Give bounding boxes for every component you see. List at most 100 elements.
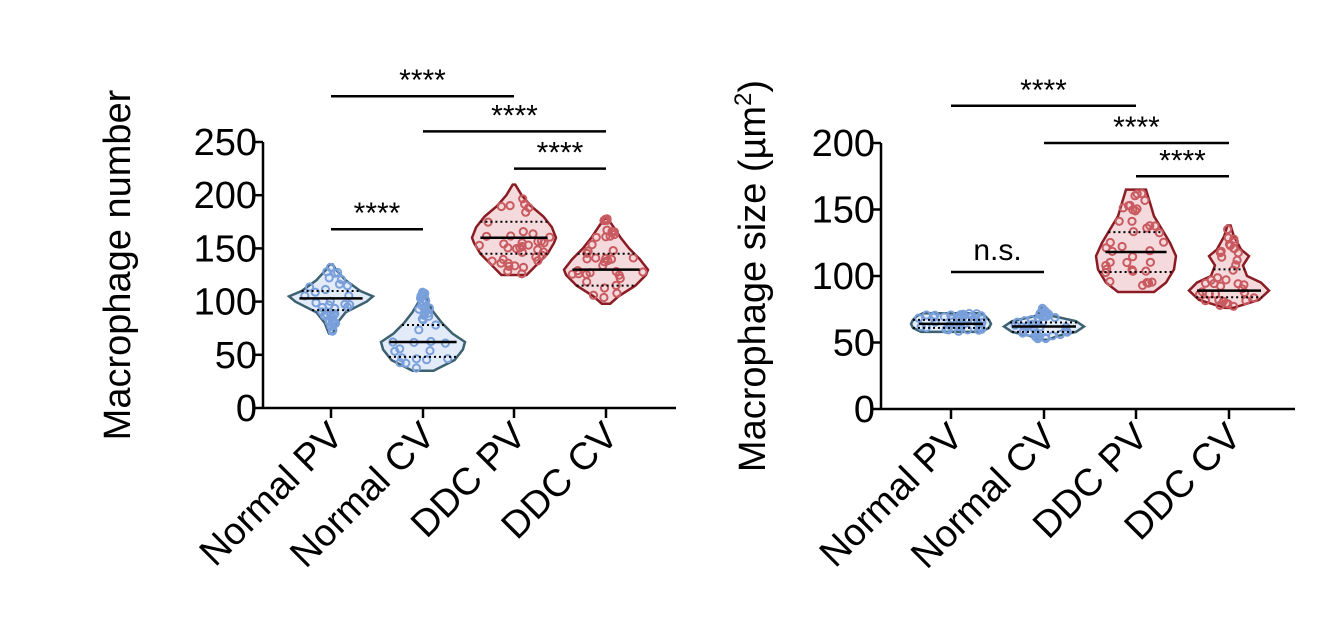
y-tick-label: 100 xyxy=(194,282,257,324)
data-point xyxy=(1145,221,1155,231)
data-point xyxy=(977,317,987,327)
data-point xyxy=(533,245,543,255)
significance-label: n.s. xyxy=(973,234,1021,267)
data-point xyxy=(591,232,601,242)
data-point xyxy=(1145,246,1155,256)
data-point xyxy=(499,239,509,249)
significance-label: **** xyxy=(1020,74,1067,107)
data-point xyxy=(599,283,610,293)
data-point xyxy=(331,318,341,328)
data-point xyxy=(411,354,422,364)
data-point xyxy=(539,238,549,248)
data-point xyxy=(606,254,617,264)
data-point xyxy=(599,292,609,303)
violin-normal-cv xyxy=(379,287,467,373)
data-point xyxy=(345,300,355,310)
data-point xyxy=(518,194,528,204)
data-point xyxy=(443,354,453,364)
data-point xyxy=(324,273,334,283)
data-point xyxy=(1114,216,1124,226)
significance-label: **** xyxy=(1159,144,1206,177)
y-tick-label: 0 xyxy=(854,389,875,431)
data-point xyxy=(963,325,973,335)
data-point xyxy=(1221,275,1231,285)
data-point xyxy=(601,232,611,242)
violin-normal-pv xyxy=(909,308,993,336)
data-point xyxy=(419,310,429,320)
data-point xyxy=(1105,237,1115,248)
data-point xyxy=(1141,266,1151,276)
violin-normal-pv xyxy=(286,262,376,336)
data-point xyxy=(1020,316,1030,326)
y-axis-title-main: Macrophage size (µm xyxy=(732,106,774,472)
data-point xyxy=(414,304,424,314)
data-point xyxy=(929,312,939,322)
data-point xyxy=(582,254,592,264)
data-point xyxy=(1043,309,1054,319)
y-tick-label: 200 xyxy=(812,123,875,165)
data-point xyxy=(317,307,327,317)
data-point xyxy=(1232,255,1242,265)
y-tick-label: 200 xyxy=(194,175,257,217)
data-point xyxy=(1237,284,1247,294)
violin-ddc-pv xyxy=(1094,188,1178,294)
data-point xyxy=(424,303,434,313)
significance-label: **** xyxy=(1113,111,1160,144)
violin-ddc-pv xyxy=(470,183,558,279)
data-point xyxy=(336,274,346,285)
data-point xyxy=(1027,319,1037,329)
data-point xyxy=(941,324,951,334)
y-axis-title-main: Macrophage number xyxy=(97,89,139,440)
data-point xyxy=(914,313,924,323)
data-point xyxy=(1123,201,1134,211)
data-point xyxy=(607,227,617,237)
data-point xyxy=(1214,295,1224,305)
data-point xyxy=(1217,252,1227,262)
data-point xyxy=(1150,221,1160,231)
y-axis-title: Macrophage size (µm2) xyxy=(730,80,774,472)
data-point xyxy=(395,344,405,354)
data-point xyxy=(1117,241,1127,252)
y-tick-label: 0 xyxy=(236,388,257,430)
data-point xyxy=(329,310,339,320)
data-point xyxy=(1218,296,1229,306)
data-point xyxy=(517,269,527,279)
data-point xyxy=(414,325,424,335)
data-point xyxy=(487,256,497,266)
data-point xyxy=(588,290,599,300)
data-point xyxy=(506,231,516,241)
data-point xyxy=(517,241,527,252)
data-point xyxy=(505,201,515,211)
data-point xyxy=(1101,267,1111,278)
y-tick-label: 150 xyxy=(194,228,257,270)
data-point xyxy=(1130,206,1140,216)
data-point xyxy=(533,256,543,266)
data-point xyxy=(1200,296,1211,306)
data-point xyxy=(320,284,331,295)
y-tick-label: 100 xyxy=(812,256,875,298)
data-point xyxy=(1241,296,1251,306)
data-point xyxy=(334,279,345,289)
data-point xyxy=(1031,332,1041,342)
data-point xyxy=(1127,216,1137,226)
y-axis-title-superscript: 2 xyxy=(730,93,757,106)
data-point xyxy=(1122,257,1132,268)
data-point xyxy=(518,227,528,237)
data-point xyxy=(1223,224,1233,234)
data-point xyxy=(310,287,320,297)
data-point xyxy=(1144,278,1154,288)
data-point xyxy=(474,240,484,250)
data-point xyxy=(591,253,601,263)
y-axis-title-suffix: ) xyxy=(732,80,774,93)
data-point xyxy=(411,363,421,373)
data-point xyxy=(1127,265,1137,275)
data-point xyxy=(587,240,597,250)
y-tick-label: 50 xyxy=(833,323,875,365)
data-point xyxy=(418,315,428,325)
y-tick-label: 150 xyxy=(812,190,875,232)
data-point xyxy=(600,214,611,224)
data-point xyxy=(333,267,343,278)
data-point xyxy=(395,358,405,368)
data-point xyxy=(422,355,432,365)
